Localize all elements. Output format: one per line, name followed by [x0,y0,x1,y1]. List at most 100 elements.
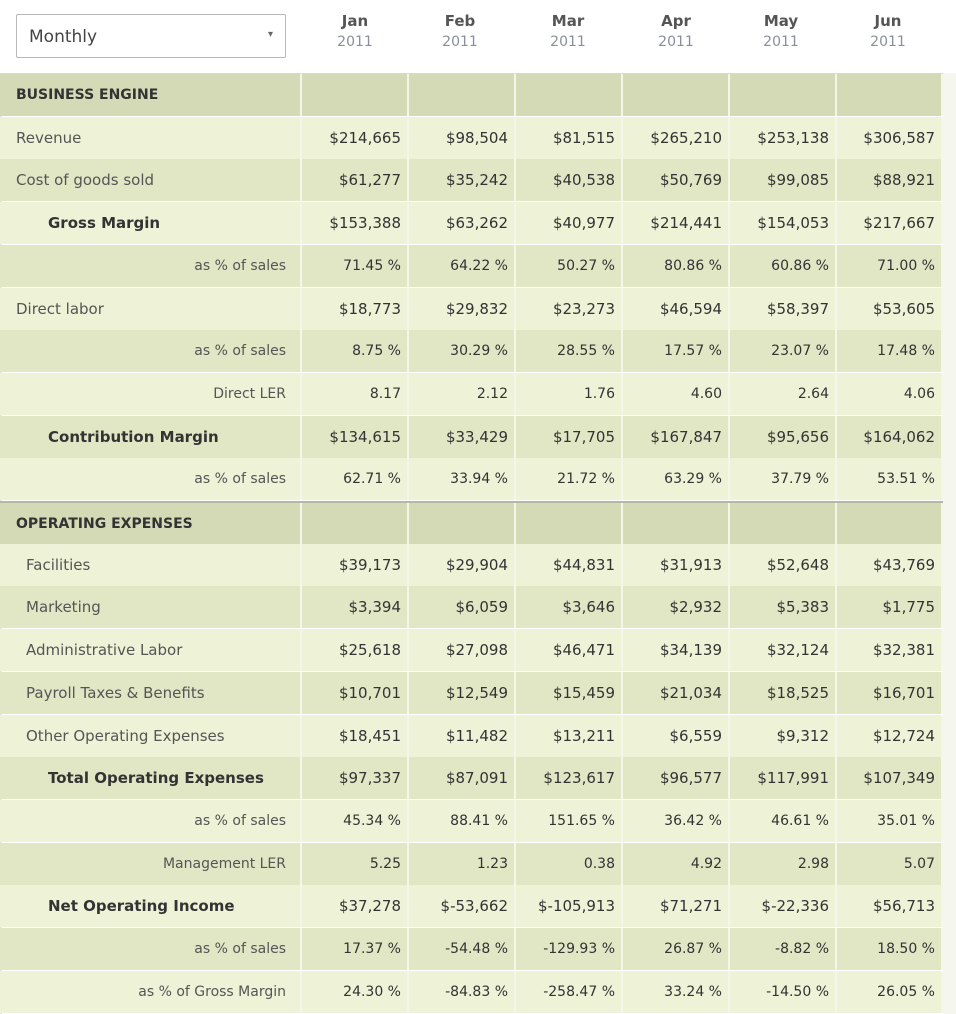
value-cell: $87,091 [409,757,516,800]
value-cell [730,503,837,545]
value-cell: 0.38 [516,842,623,885]
column-header-apr: Apr 2011 [624,12,728,50]
value-cell: 28.55 % [516,330,623,373]
value-cell: $-22,336 [730,885,837,928]
value-cell: $32,381 [837,629,943,672]
value-cell: 4.06 [837,372,943,415]
value-cell: $18,525 [730,671,837,714]
value-cell [837,74,943,116]
column-header-may: May 2011 [729,12,833,50]
value-cell: 33.94 % [409,458,516,501]
column-header-jan: Jan 2011 [303,12,407,50]
value-cell: $17,705 [516,415,623,458]
value-cell: 17.48 % [837,330,943,373]
table-row: Cost of goods sold $61,277 $35,242 $40,538 $… [0,159,956,202]
value-cell: $56,713 [837,885,943,928]
table-row: as % of sales 17.37 % -54.48 % -129.93 % 26.… [0,928,956,970]
row-label: Direct LER [2,372,302,415]
row-label: Revenue [2,116,302,159]
value-cell: -8.82 % [730,928,837,970]
table-row: Total Operating Expenses $97,337 $87,091 $1… [0,757,956,800]
period-select-value: Monthly [29,27,98,47]
value-cell: 8.75 % [302,330,409,373]
row-label: Management LER [2,842,302,885]
value-cell: 18.50 % [837,928,943,970]
row-label: as % of sales [2,458,302,501]
value-cell: $31,913 [623,543,730,586]
value-cell: $96,577 [623,757,730,800]
value-cell: $154,053 [730,202,837,245]
value-cell: 151.65 % [516,799,623,842]
value-cell: 24.30 % [302,970,409,1013]
value-cell: $214,665 [302,116,409,159]
value-cell: $265,210 [623,116,730,159]
value-cell: 62.71 % [302,458,409,501]
value-cell: -84.83 % [409,970,516,1013]
value-cell: $167,847 [623,415,730,458]
row-label: Facilities [2,543,302,586]
value-cell: -258.47 % [516,970,623,1013]
value-cell: $134,615 [302,415,409,458]
column-header-mar: Mar 2011 [516,12,620,50]
value-cell: $33,429 [409,415,516,458]
value-cell: 2.98 [730,842,837,885]
value-cell: $95,656 [730,415,837,458]
table-row: as % of sales 45.34 % 88.41 % 151.65 % 36.42… [0,799,956,842]
table-row: as % of sales 8.75 % 30.29 % 28.55 % 17.57 %… [0,330,956,373]
table-row: Contribution Margin $134,615 $33,429 $17,70… [0,415,956,458]
value-cell: 36.42 % [623,799,730,842]
table-row: as % of Gross Margin 24.30 % -84.83 % -258.… [0,970,956,1013]
row-label: BUSINESS ENGINE [2,74,302,116]
table-row: Management LER 5.25 1.23 0.38 4.92 2.98 5.07 [0,842,956,885]
row-label: Net Operating Income [2,885,302,928]
value-cell: 37.79 % [730,458,837,501]
value-cell: 2.64 [730,372,837,415]
value-cell: -14.50 % [730,970,837,1013]
section-header-row: OPERATING EXPENSES [0,501,956,545]
value-cell: 26.05 % [837,970,943,1013]
value-cell: $3,646 [516,586,623,629]
value-cell: $29,904 [409,543,516,586]
row-label: as % of sales [2,799,302,842]
month-label: Mar [551,12,585,30]
value-cell: 35.01 % [837,799,943,842]
value-cell: 21.72 % [516,458,623,501]
year-label: 2011 [550,34,586,50]
value-cell: $58,397 [730,287,837,330]
row-label: Other Operating Expenses [2,714,302,757]
value-cell: 23.07 % [730,330,837,373]
value-cell: $306,587 [837,116,943,159]
value-cell: $44,831 [516,543,623,586]
value-cell [516,74,623,116]
value-cell: $18,451 [302,714,409,757]
value-cell: $15,459 [516,671,623,714]
month-label: May [763,12,799,30]
value-cell: $37,278 [302,885,409,928]
value-cell: $13,211 [516,714,623,757]
value-cell: $107,349 [837,757,943,800]
value-cell [730,74,837,116]
value-cell: $97,337 [302,757,409,800]
row-label: as % of Gross Margin [2,970,302,1013]
table-row: Marketing $3,394 $6,059 $3,646 $2,932 $5,383 $… [0,586,956,629]
value-cell: $81,515 [516,116,623,159]
value-cell: $164,062 [837,415,943,458]
value-cell: $43,769 [837,543,943,586]
table-row: Net Operating Income $37,278 $-53,662 $-105… [0,885,956,928]
row-label: Administrative Labor [2,629,302,672]
value-cell: $29,832 [409,287,516,330]
year-label: 2011 [337,34,373,50]
value-cell: $98,504 [409,116,516,159]
table-row: as % of sales 71.45 % 64.22 % 50.27 % 80.86 … [0,244,956,287]
value-cell: $2,932 [623,586,730,629]
row-label: Cost of goods sold [2,159,302,202]
period-select[interactable]: Monthly ▾ [16,14,286,58]
table-row: Payroll Taxes & Benefits $10,701 $12,549 $1… [0,671,956,714]
year-label: 2011 [763,34,799,50]
value-cell: $117,991 [730,757,837,800]
value-cell: $253,138 [730,116,837,159]
year-label: 2011 [658,34,694,50]
value-cell [409,503,516,545]
section-header-row: BUSINESS ENGINE [0,74,956,116]
value-cell [516,503,623,545]
